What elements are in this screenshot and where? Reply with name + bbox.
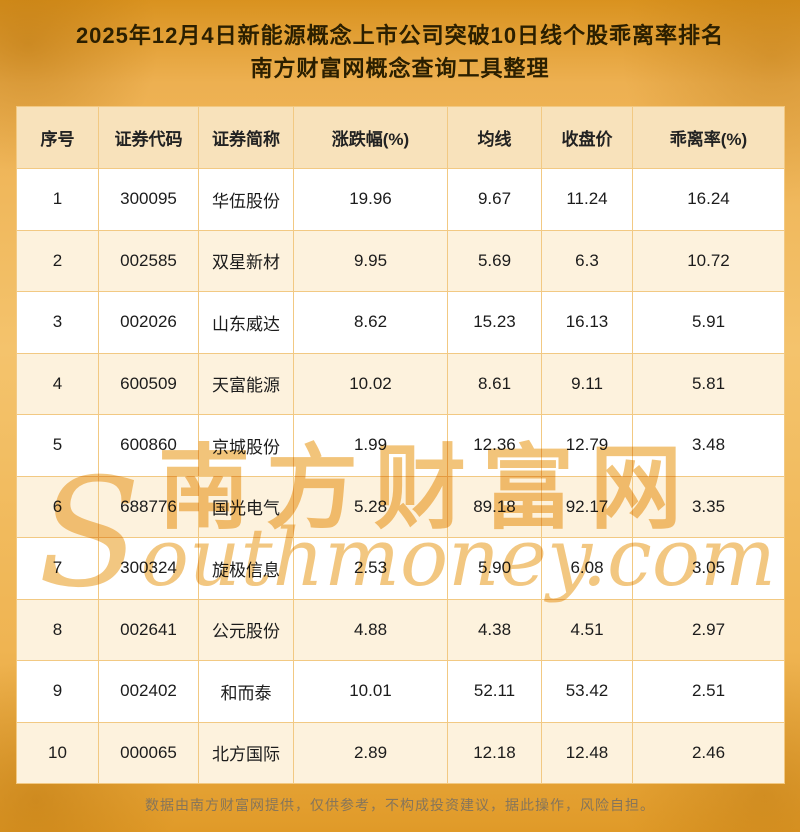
table-row: 4 600509 天富能源 10.02 8.61 9.11 5.81 bbox=[16, 352, 785, 415]
cell-code: 600860 bbox=[98, 414, 199, 477]
cell-code: 002402 bbox=[98, 660, 199, 723]
cell-bias: 5.81 bbox=[632, 352, 785, 415]
cell-name: 北方国际 bbox=[198, 721, 294, 784]
table-row: 1 300095 华伍股份 19.96 9.67 11.24 16.24 bbox=[16, 168, 785, 231]
cell-change: 4.88 bbox=[293, 598, 448, 661]
cell-code: 000065 bbox=[98, 721, 199, 784]
ranking-table: 序号 证券代码 证券简称 涨跌幅(%) 均线 收盘价 乖离率(%) 1 3000… bbox=[16, 106, 785, 784]
cell-change: 1.99 bbox=[293, 414, 448, 477]
cell-close: 11.24 bbox=[541, 168, 633, 231]
cell-ma: 9.67 bbox=[447, 168, 542, 231]
cell-close: 4.51 bbox=[541, 598, 633, 661]
cell-rank: 3 bbox=[16, 291, 99, 354]
cell-ma: 12.18 bbox=[447, 721, 542, 784]
cell-close: 53.42 bbox=[541, 660, 633, 723]
cell-code: 688776 bbox=[98, 475, 199, 538]
cell-name: 和而泰 bbox=[198, 660, 294, 723]
cell-bias: 10.72 bbox=[632, 229, 785, 292]
cell-code: 600509 bbox=[98, 352, 199, 415]
col-bias-pct: 乖离率(%) bbox=[632, 106, 785, 169]
cell-name: 旋极信息 bbox=[198, 537, 294, 600]
col-close: 收盘价 bbox=[541, 106, 633, 169]
col-rank: 序号 bbox=[16, 106, 99, 169]
cell-ma: 5.90 bbox=[447, 537, 542, 600]
cell-rank: 7 bbox=[16, 537, 99, 600]
cell-bias: 3.35 bbox=[632, 475, 785, 538]
cell-bias: 16.24 bbox=[632, 168, 785, 231]
cell-close: 92.17 bbox=[541, 475, 633, 538]
table-row: 8 002641 公元股份 4.88 4.38 4.51 2.97 bbox=[16, 598, 785, 661]
footer-disclaimer: 数据由南方财富网提供，仅供参考，不构成投资建议，据此操作，风险自担。 bbox=[145, 797, 655, 813]
cell-ma: 4.38 bbox=[447, 598, 542, 661]
cell-name: 公元股份 bbox=[198, 598, 294, 661]
cell-ma: 15.23 bbox=[447, 291, 542, 354]
table-row: 3 002026 山东威达 8.62 15.23 16.13 5.91 bbox=[16, 291, 785, 354]
cell-close: 9.11 bbox=[541, 352, 633, 415]
cell-ma: 89.18 bbox=[447, 475, 542, 538]
cell-bias: 2.46 bbox=[632, 721, 785, 784]
cell-close: 6.3 bbox=[541, 229, 633, 292]
table-row: 5 600860 京城股份 1.99 12.36 12.79 3.48 bbox=[16, 414, 785, 477]
cell-close: 6.08 bbox=[541, 537, 633, 600]
cell-change: 5.28 bbox=[293, 475, 448, 538]
cell-rank: 1 bbox=[16, 168, 99, 231]
table-row: 2 002585 双星新材 9.95 5.69 6.3 10.72 bbox=[16, 229, 785, 292]
cell-bias: 2.51 bbox=[632, 660, 785, 723]
cell-ma: 12.36 bbox=[447, 414, 542, 477]
title-line-1: 2025年12月4日新能源概念上市公司突破10日线个股乖离率排名 bbox=[75, 23, 725, 48]
cell-close: 16.13 bbox=[541, 291, 633, 354]
cell-bias: 3.48 bbox=[632, 414, 785, 477]
cell-rank: 9 bbox=[16, 660, 99, 723]
cell-bias: 5.91 bbox=[632, 291, 785, 354]
cell-change: 10.02 bbox=[293, 352, 448, 415]
cell-name: 双星新材 bbox=[198, 229, 294, 292]
title-line-2: 南方财富网概念查询工具整理 bbox=[250, 56, 550, 81]
cell-name: 京城股份 bbox=[198, 414, 294, 477]
cell-close: 12.79 bbox=[541, 414, 633, 477]
cell-ma: 5.69 bbox=[447, 229, 542, 292]
cell-code: 300095 bbox=[98, 168, 199, 231]
cell-name: 山东威达 bbox=[198, 291, 294, 354]
cell-change: 9.95 bbox=[293, 229, 448, 292]
cell-rank: 10 bbox=[16, 721, 99, 784]
cell-ma: 52.11 bbox=[447, 660, 542, 723]
cell-code: 002641 bbox=[98, 598, 199, 661]
col-name: 证券简称 bbox=[198, 106, 294, 169]
cell-change: 10.01 bbox=[293, 660, 448, 723]
cell-rank: 8 bbox=[16, 598, 99, 661]
cell-change: 2.89 bbox=[293, 721, 448, 784]
cell-change: 19.96 bbox=[293, 168, 448, 231]
cell-rank: 2 bbox=[16, 229, 99, 292]
ranking-table-wrap: 序号 证券代码 证券简称 涨跌幅(%) 均线 收盘价 乖离率(%) 1 3000… bbox=[16, 106, 785, 784]
cell-code: 002026 bbox=[98, 291, 199, 354]
col-ma: 均线 bbox=[447, 106, 542, 169]
cell-code: 300324 bbox=[98, 537, 199, 600]
table-row: 7 300324 旋极信息 2.53 5.90 6.08 3.05 bbox=[16, 537, 785, 600]
col-change-pct: 涨跌幅(%) bbox=[293, 106, 448, 169]
cell-change: 2.53 bbox=[293, 537, 448, 600]
table-row: 6 688776 国光电气 5.28 89.18 92.17 3.35 bbox=[16, 475, 785, 538]
cell-rank: 5 bbox=[16, 414, 99, 477]
cell-rank: 6 bbox=[16, 475, 99, 538]
table-header-row: 序号 证券代码 证券简称 涨跌幅(%) 均线 收盘价 乖离率(%) bbox=[16, 106, 785, 169]
cell-bias: 2.97 bbox=[632, 598, 785, 661]
cell-name: 华伍股份 bbox=[198, 168, 294, 231]
cell-ma: 8.61 bbox=[447, 352, 542, 415]
table-row: 10 000065 北方国际 2.89 12.18 12.48 2.46 bbox=[16, 721, 785, 784]
page-title: 2025年12月4日新能源概念上市公司突破10日线个股乖离率排名 南方财富网概念… bbox=[0, 0, 800, 85]
cell-name: 国光电气 bbox=[198, 475, 294, 538]
cell-bias: 3.05 bbox=[632, 537, 785, 600]
cell-change: 8.62 bbox=[293, 291, 448, 354]
cell-rank: 4 bbox=[16, 352, 99, 415]
cell-name: 天富能源 bbox=[198, 352, 294, 415]
col-code: 证券代码 bbox=[98, 106, 199, 169]
cell-code: 002585 bbox=[98, 229, 199, 292]
table-row: 9 002402 和而泰 10.01 52.11 53.42 2.51 bbox=[16, 660, 785, 723]
cell-close: 12.48 bbox=[541, 721, 633, 784]
